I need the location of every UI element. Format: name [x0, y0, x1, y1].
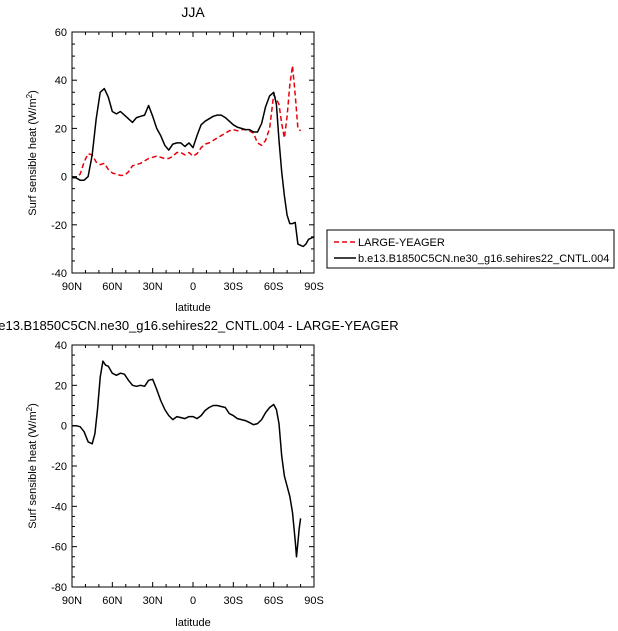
- chart-1-y-tick-label: -40: [51, 268, 67, 280]
- chart-1-y-tick-label: 60: [55, 27, 67, 39]
- chart-1-x-tick-label: 30S: [224, 281, 244, 293]
- chart-2-x-tick-label: 30N: [143, 595, 163, 607]
- chart-2-y-tick-label: 20: [55, 380, 67, 392]
- chart-2: b.e13.B1850C5CN.ne30_g16.sehires22_CNTL.…: [0, 318, 399, 629]
- chart-2-y-tick-label: -60: [51, 542, 67, 554]
- chart-2-y-tick-label: -80: [51, 582, 67, 594]
- chart-2-series-line-0: [72, 360, 302, 558]
- chart-1-x-tick-label: 90N: [62, 281, 82, 293]
- chart-2-plot-frame: [71, 344, 315, 588]
- chart-1-x-axis-label: latitude: [175, 302, 210, 314]
- chart-1-y-tick-label: 20: [55, 123, 67, 135]
- chart-1-x-tick-label: 0: [190, 281, 196, 293]
- chart-1-title: JJA: [181, 4, 205, 20]
- legend-label-cntl: b.e13.B1850C5CN.ne30_g16.sehires22_CNTL.…: [358, 253, 609, 265]
- chart-2-x-tick-label: 30S: [224, 595, 244, 607]
- legend-label-large-yeager: LARGE-YEAGER: [358, 237, 445, 249]
- chart-1-y-tick-label: 0: [61, 172, 67, 184]
- chart-2-y-axis-label: Surf sensible heat (W/m2): [25, 403, 39, 529]
- chart-1-series-line-1: [72, 87, 315, 248]
- chart-1-legend-box: [326, 229, 615, 269]
- chart-1-x-tick-label: 60S: [264, 281, 284, 293]
- chart-2-title: b.e13.B1850C5CN.ne30_g16.sehires22_CNTL.…: [0, 318, 399, 333]
- chart-1-plot-frame: [71, 31, 315, 274]
- chart-1-x-tick-label: 30N: [143, 281, 163, 293]
- chart-2-x-tick-label: 60N: [102, 595, 122, 607]
- chart-1-series-line-0: [72, 64, 302, 179]
- chart-2-y-tick-label: -40: [51, 501, 67, 513]
- chart-2-y-tick-label: -20: [51, 461, 67, 473]
- chart-1-y-tick-label: 40: [55, 75, 67, 87]
- chart-1-x-tick-label: 60N: [102, 281, 122, 293]
- chart-1-legend: LARGE-YEAGER b.e13.B1850C5CN.ne30_g16.se…: [326, 229, 615, 269]
- chart-1-y-tick-label: -20: [51, 220, 67, 232]
- chart-2-x-tick-label: 0: [190, 595, 196, 607]
- chart-2-y-tick-label: 0: [61, 421, 67, 433]
- chart-2-x-axis-label: latitude: [175, 617, 210, 629]
- chart-1-x-tick-label: 90S: [304, 281, 324, 293]
- chart-1-y-axis-label: Surf sensible heat (W/m2): [25, 90, 39, 216]
- chart-2-x-tick-label: 60S: [264, 595, 284, 607]
- chart-2-x-tick-label: 90N: [62, 595, 82, 607]
- chart-1: JJA 90N 60N 30N 0 30S 60S 90S -40 -20 0 20 40 60 lat…: [25, 4, 615, 314]
- chart-2-y-tick-label: 40: [55, 340, 67, 352]
- chart-2-x-tick-label: 90S: [304, 595, 324, 607]
